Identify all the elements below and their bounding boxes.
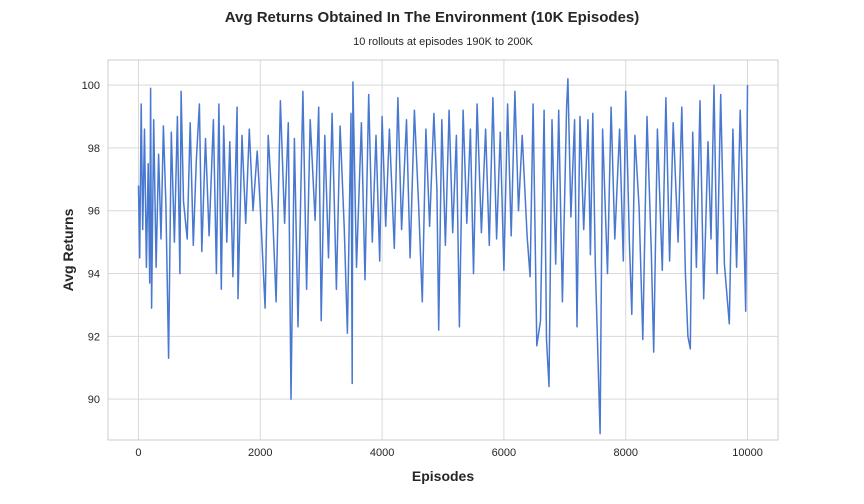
x-tick-label: 0 [135, 447, 141, 459]
chart-title: Avg Returns Obtained In The Environment … [225, 9, 640, 26]
tick-labels: 0 2000 4000 6000 8000 10000 90 92 94 96 98 100 [82, 80, 763, 459]
y-tick-label: 94 [88, 269, 100, 281]
x-tick-label: 10000 [732, 447, 763, 459]
x-tick-label: 8000 [613, 447, 637, 459]
y-axis-label: Avg Returns [60, 208, 76, 291]
x-tick-label: 6000 [492, 447, 516, 459]
y-tick-label: 96 [88, 206, 100, 218]
series-line [137, 78, 749, 435]
plot-frame [107, 59, 779, 441]
y-tick-label: 92 [88, 331, 100, 343]
y-tick-label: 90 [88, 394, 100, 406]
gridlines [108, 60, 778, 440]
x-axis-label: Episodes [412, 468, 474, 484]
y-tick-label: 98 [88, 143, 100, 155]
x-tick-label: 4000 [370, 447, 394, 459]
chart-subtitle: 10 rollouts at episodes 190K to 200K [353, 36, 533, 48]
y-tick-label: 100 [82, 80, 100, 92]
x-tick-label: 2000 [248, 447, 272, 459]
